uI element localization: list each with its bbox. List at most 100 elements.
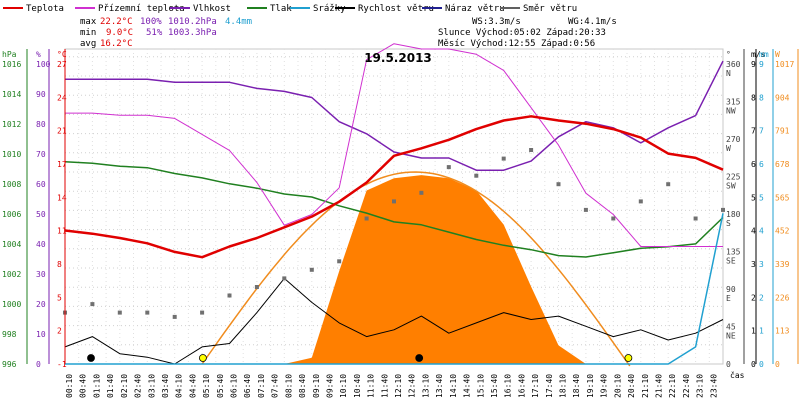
wind-direction-marker (282, 276, 287, 281)
x-axis-tick: 18:10 (559, 374, 568, 398)
legend-label-pres: Tlak (270, 4, 292, 14)
rain-tick: 7 (759, 127, 764, 136)
rain-axis-label: mm (759, 50, 769, 59)
legend-label-rain: Srážky (313, 4, 346, 14)
rain-tick: 2 (759, 293, 764, 302)
temperature-tick: 2 (57, 327, 62, 336)
wind-speed-tick: 7 (751, 127, 756, 136)
solar-tick: 226 (775, 293, 790, 302)
wind-direction-marker (474, 173, 479, 178)
x-axis-tick: 03:40 (161, 374, 170, 398)
temperature-tick: 17 (57, 160, 67, 169)
info-wg: WG:4.1m/s (568, 17, 617, 27)
wind-direction-marker (693, 216, 698, 221)
stat-avg-temp: 16.2°C (100, 39, 133, 49)
wind-speed-tick: 0 (751, 360, 756, 369)
x-axis-tick: 02:40 (134, 374, 143, 398)
humidity-line (65, 60, 724, 171)
rain-line (65, 213, 724, 365)
x-axis-tick: 07:40 (271, 374, 280, 398)
x-axis-tick: 23:40 (709, 374, 718, 398)
x-axis-tick: 19:10 (586, 374, 595, 398)
legend-label-wind: Rychlost větru (358, 4, 434, 14)
pressure-tick: 1000 (2, 300, 21, 309)
wind-direction-marker (638, 199, 643, 204)
x-axis-tick: 23:10 (696, 374, 705, 398)
wind-direction-marker (446, 165, 451, 170)
series-layer (63, 43, 725, 365)
wind-direction-marker (309, 267, 314, 272)
direction-tick: 135 (726, 248, 741, 257)
solar-tick: 0 (775, 360, 780, 369)
direction-tick: 90 (726, 285, 736, 294)
direction-tick: E (726, 294, 731, 303)
x-axis-tick: 14:40 (463, 374, 472, 398)
x-axis-tick: 11:10 (367, 374, 376, 398)
wind-speed-tick: 6 (751, 160, 756, 169)
temperature-tick: -1 (57, 360, 67, 369)
wind-speed-tick: 1 (751, 327, 756, 336)
temperature-tick: 24 (57, 93, 67, 102)
x-axis-tick: 08:40 (298, 374, 307, 398)
temperature-tick: 8 (57, 260, 62, 269)
sunrise-marker (198, 354, 207, 362)
temperature-tick: 14 (57, 193, 67, 202)
temperature-axis-label: °C (57, 50, 67, 59)
rain-tick: 6 (759, 160, 764, 169)
humidity-tick: 50 (36, 210, 46, 219)
direction-tick: 0 (726, 360, 731, 369)
pressure-tick: 1010 (2, 150, 21, 159)
legend-label-hum: Vlhkost (193, 4, 231, 14)
x-axis-tick: 01:10 (92, 374, 101, 398)
solar-tick: 791 (775, 127, 790, 136)
pressure-tick: 1006 (2, 210, 21, 219)
direction-tick: 225 (726, 173, 741, 182)
pressure-tick: 996 (2, 360, 17, 369)
wind-direction-marker (117, 310, 122, 315)
stat-max-hum: 100% (140, 17, 162, 27)
wind-speed-tick: 4 (751, 227, 756, 236)
info-ws: WS:3.3m/s (472, 17, 521, 27)
rain-tick: 9 (759, 60, 764, 69)
humidity-tick: 40 (36, 240, 46, 249)
pressure-tick: 1012 (2, 120, 21, 129)
direction-tick: NW (726, 107, 736, 116)
chart-title: 19.5.2013 (364, 51, 432, 65)
wind-speed-tick: 9 (751, 60, 756, 69)
rain-tick: 8 (759, 93, 764, 102)
solar-tick: 452 (775, 227, 790, 236)
solar-theoretical-curve (201, 171, 631, 367)
x-axis-tick: 21:10 (641, 374, 650, 398)
direction-tick: 180 (726, 210, 741, 219)
pressure-tick: 1014 (2, 90, 21, 99)
wind-direction-marker (392, 199, 396, 204)
x-axis-tick: 05:40 (216, 374, 225, 398)
wind-speed-tick: 8 (751, 93, 756, 102)
solar-tick: 678 (775, 160, 790, 169)
direction-axis-label: ° (726, 50, 731, 59)
direction-tick: N (726, 69, 731, 78)
x-axis-tick: 03:10 (147, 374, 156, 398)
x-axis-tick: 05:10 (202, 374, 211, 398)
solar-radiation-area (65, 175, 723, 364)
rain-tick: 0 (759, 360, 764, 369)
wind-speed-tick: 3 (751, 260, 756, 269)
rain-tick: 5 (759, 193, 764, 202)
pressure-tick: 1008 (2, 180, 21, 189)
direction-tick: SE (726, 257, 736, 266)
solar-layer (65, 171, 723, 367)
wind-direction-marker (227, 293, 232, 298)
x-axis-tick: 04:40 (188, 374, 197, 398)
stat-max-temp: 22.2°C (100, 17, 133, 27)
humidity-axis-label: % (36, 50, 41, 59)
direction-tick: W (726, 144, 731, 153)
x-axis-tick: 20:10 (613, 374, 622, 398)
stat-min-temp: 9.0°C (106, 28, 133, 38)
x-axis-tick: 01:40 (106, 374, 115, 398)
x-axis-tick: 12:10 (394, 374, 403, 398)
x-axis-label: čas (730, 370, 745, 380)
temperature-tick: 5 (57, 293, 62, 302)
sunset-marker (624, 354, 633, 362)
wind-direction-marker (556, 182, 561, 187)
